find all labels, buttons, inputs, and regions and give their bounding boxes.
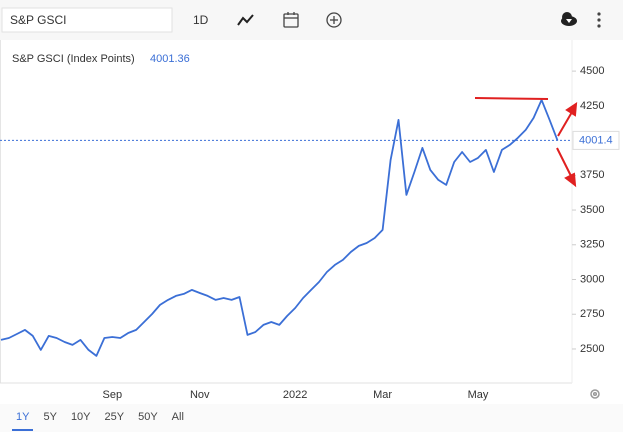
current-value-badge <box>572 130 620 150</box>
x-tick-label: May <box>468 389 489 401</box>
legend-name: S&P GSCI (Index Points) <box>12 53 135 65</box>
download-icon[interactable] <box>561 12 577 26</box>
range-button[interactable]: All <box>172 411 184 423</box>
y-tick-label: 2750 <box>580 308 604 320</box>
chart-type-icon[interactable] <box>237 14 254 26</box>
y-tick-label: 2500 <box>580 343 604 355</box>
annotation <box>474 97 578 188</box>
y-tick-label: 3000 <box>580 273 604 285</box>
current-value-label: 4001.4 <box>579 134 613 146</box>
legend-value: 4001.36 <box>150 53 190 65</box>
y-tick-label: 3500 <box>580 204 604 216</box>
y-tick-label: 3250 <box>580 239 604 251</box>
add-icon[interactable] <box>326 12 342 28</box>
range-button[interactable]: 5Y <box>43 411 57 423</box>
y-tick-label: 3750 <box>580 169 604 181</box>
interval-button[interactable]: 1D <box>193 13 209 27</box>
range-button[interactable]: 25Y <box>105 411 125 423</box>
search-box[interactable] <box>1 7 173 33</box>
settings-icon[interactable] <box>590 389 600 399</box>
search-text: S&P GSCI <box>10 13 66 27</box>
price-line <box>0 99 559 357</box>
x-tick-label: Mar <box>373 389 392 401</box>
range-bar <box>0 404 623 432</box>
range-button[interactable]: 50Y <box>138 411 158 423</box>
y-tick-label: 4250 <box>580 100 604 112</box>
range-button[interactable]: 10Y <box>71 411 91 423</box>
x-tick-label: 2022 <box>283 389 307 401</box>
calendar-icon[interactable] <box>283 12 299 28</box>
x-tick-label: Nov <box>190 389 210 401</box>
x-tick-label: Sep <box>103 389 123 401</box>
range-button[interactable]: 1Y <box>16 411 30 423</box>
menu-icon[interactable] <box>597 12 601 28</box>
y-tick-label: 4500 <box>580 65 604 77</box>
